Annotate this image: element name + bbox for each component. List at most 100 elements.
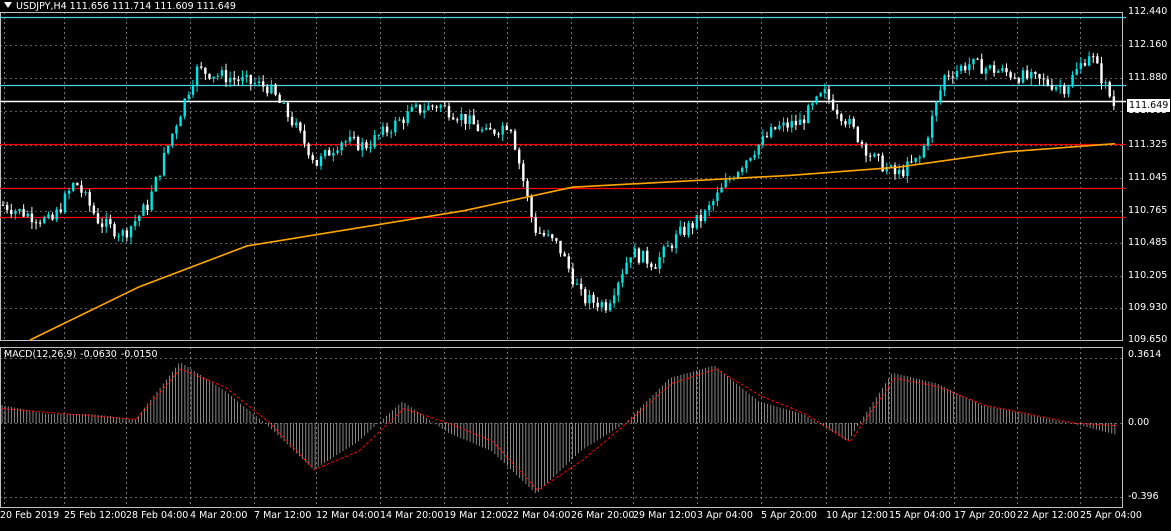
candle-body (195, 66, 199, 86)
candle-body (1083, 63, 1087, 66)
candle-body (423, 110, 426, 113)
high-value: 111.714 (112, 1, 152, 12)
candle-body (63, 193, 67, 213)
candle-body (162, 152, 166, 176)
candle-body (47, 214, 50, 218)
candle-body (311, 155, 314, 160)
candle-body (1030, 72, 1033, 79)
candle-body (72, 182, 75, 191)
candle-body (641, 250, 645, 263)
candle-body (224, 70, 228, 83)
candle-body (802, 119, 806, 124)
candle-body (579, 283, 583, 290)
candle-body (778, 125, 781, 130)
candle-body (662, 246, 665, 258)
candle-body (877, 153, 880, 156)
candle-body (596, 302, 599, 308)
candle-body (794, 120, 798, 125)
candle-body (538, 232, 542, 234)
candle-body (1050, 85, 1054, 90)
candle-body (464, 114, 467, 125)
candle-body (154, 177, 157, 192)
candle-body (241, 76, 244, 82)
candle-body (757, 144, 760, 155)
macd-header: MACD(12,26,9) -0.0630 -0.0150 (4, 349, 162, 360)
candle-body (340, 142, 343, 151)
candle-body (443, 105, 447, 107)
candle-body (881, 155, 884, 172)
price-tick-label: 110.205 (1128, 270, 1168, 281)
candle-body (38, 222, 42, 224)
candle-body (658, 257, 661, 269)
candle-body (736, 172, 740, 179)
candle-body (468, 115, 471, 125)
time-tick-label: 15 Apr 04:00 (889, 510, 951, 521)
candle-body (518, 149, 521, 164)
candle-body (1100, 63, 1103, 84)
candle-body (220, 70, 224, 76)
candle-body (26, 213, 29, 217)
candle-body (295, 122, 298, 126)
candle-body (612, 295, 616, 304)
candle-body (918, 157, 921, 159)
candle-body (807, 105, 810, 124)
candle-body (707, 205, 711, 211)
macd-tick-label: -0.396 (1128, 491, 1159, 502)
candle-body (10, 210, 13, 214)
candle-body (480, 129, 484, 132)
price-tick-label: 110.485 (1128, 237, 1168, 248)
candle-body (864, 144, 868, 156)
candle-body (831, 99, 835, 110)
candle-body (435, 106, 438, 108)
candle-body (687, 223, 690, 235)
candle-body (336, 150, 339, 153)
candle-body (373, 135, 376, 147)
candle-body (964, 65, 967, 71)
candle-body (670, 245, 674, 249)
candle-body (30, 213, 34, 223)
time-tick-label: 26 Mar 20:00 (571, 510, 635, 521)
candle-body (914, 157, 917, 162)
candle-body (484, 127, 488, 130)
dropdown-triangle-icon[interactable] (4, 2, 12, 8)
candle-body (158, 175, 162, 178)
macd-label: MACD(12,26,9) (4, 349, 77, 360)
candle-body (257, 81, 261, 84)
candle-body (34, 222, 38, 224)
candle-body (96, 213, 100, 224)
time-tick-label: 7 Mar 12:00 (254, 510, 312, 521)
candle-body (745, 160, 748, 169)
candle-body (976, 58, 979, 60)
candle-body (852, 118, 855, 127)
candle-body (398, 119, 401, 121)
candle-body (716, 192, 719, 202)
price-tick-label: 111.325 (1128, 139, 1168, 150)
candle-body (352, 136, 356, 138)
candle-body (406, 111, 409, 124)
candle-body (377, 134, 380, 136)
candle-body (584, 289, 587, 304)
candle-body (381, 126, 385, 135)
candle-body (1009, 72, 1012, 78)
candle-body (389, 132, 393, 134)
candle-body (617, 282, 620, 296)
time-tick-label: 4 Mar 20:00 (190, 510, 248, 521)
candle-body (679, 226, 682, 235)
candle-body (1104, 82, 1107, 84)
candle-body (14, 210, 17, 214)
candle-body (1005, 68, 1008, 73)
candle-body (906, 161, 909, 177)
candle-body (1112, 96, 1116, 106)
candle-body (356, 136, 360, 151)
price-tick-label: 110.765 (1128, 205, 1168, 216)
candle-body (1067, 86, 1070, 94)
candle-body (166, 145, 170, 153)
chart-header: USDJPY,H4 111.656 111.714 111.609 111.64… (4, 1, 236, 12)
candle-body (790, 120, 793, 128)
candle-body (286, 102, 290, 117)
candle-body (175, 126, 178, 134)
candle-body (361, 142, 364, 151)
time-tick-label: 22 Mar 04:00 (507, 510, 571, 521)
